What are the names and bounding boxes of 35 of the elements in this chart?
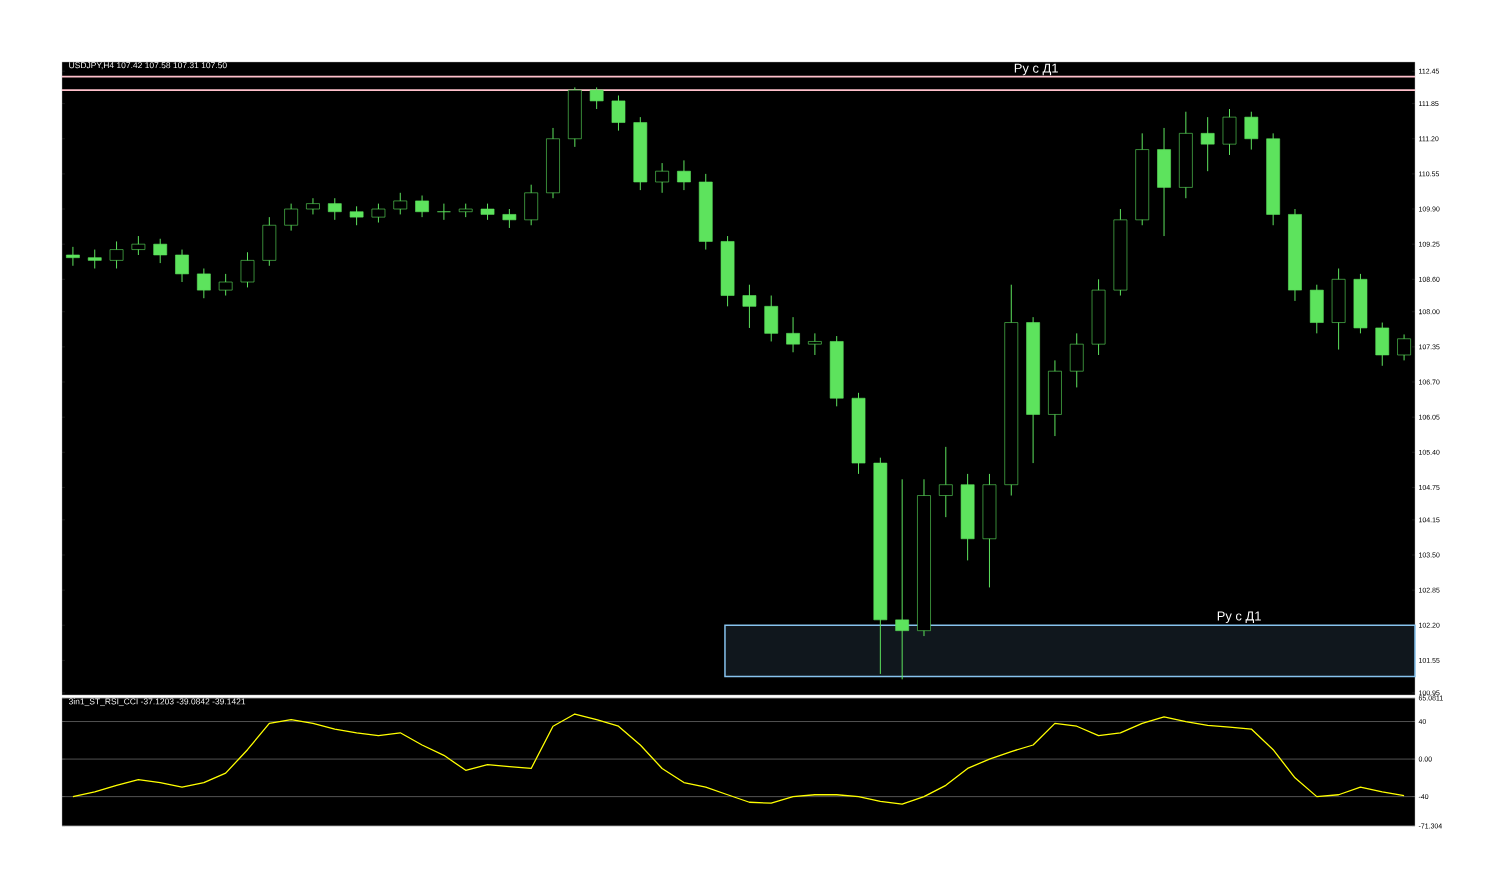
candlestick bbox=[895, 478, 910, 680]
candlestick bbox=[808, 332, 822, 356]
candlestick bbox=[284, 203, 298, 232]
candlestick bbox=[153, 238, 168, 264]
chart-title: 3in1_ST_RSI_CCI -37.1203 -39.0842 -39.1421 bbox=[68, 698, 246, 707]
candlestick bbox=[393, 192, 408, 215]
candlestick bbox=[589, 86, 604, 110]
candlestick bbox=[371, 203, 386, 224]
candlestick bbox=[175, 249, 189, 283]
candlestick bbox=[240, 251, 255, 288]
candlestick bbox=[786, 316, 800, 353]
candlestick bbox=[1244, 111, 1259, 151]
candlestick bbox=[1397, 333, 1411, 361]
line-series bbox=[72, 713, 1405, 805]
candlestick bbox=[218, 273, 233, 297]
candlestick bbox=[1200, 116, 1215, 172]
candlestick bbox=[742, 284, 757, 329]
candlestick bbox=[677, 159, 691, 191]
candlestick bbox=[502, 208, 517, 229]
candlestick bbox=[66, 246, 80, 267]
candlestick bbox=[131, 235, 146, 256]
chart-title: USDJPY,H4 107.42 107.58 107.31 107.50 bbox=[69, 62, 227, 70]
candlestick bbox=[611, 95, 626, 132]
candlestick bbox=[938, 446, 953, 518]
candlestick bbox=[415, 195, 429, 218]
candlestick bbox=[327, 197, 342, 221]
candlestick bbox=[349, 205, 364, 226]
candlestick bbox=[87, 249, 102, 269]
candlestick bbox=[437, 203, 451, 221]
band-label: Ру с Д1 bbox=[1217, 611, 1261, 624]
candlestick bbox=[109, 240, 124, 269]
candlestick bbox=[306, 197, 320, 215]
ref-line-label: Ру с Д1 bbox=[1014, 63, 1058, 76]
candlestick bbox=[197, 267, 211, 299]
candlestick bbox=[655, 162, 669, 194]
